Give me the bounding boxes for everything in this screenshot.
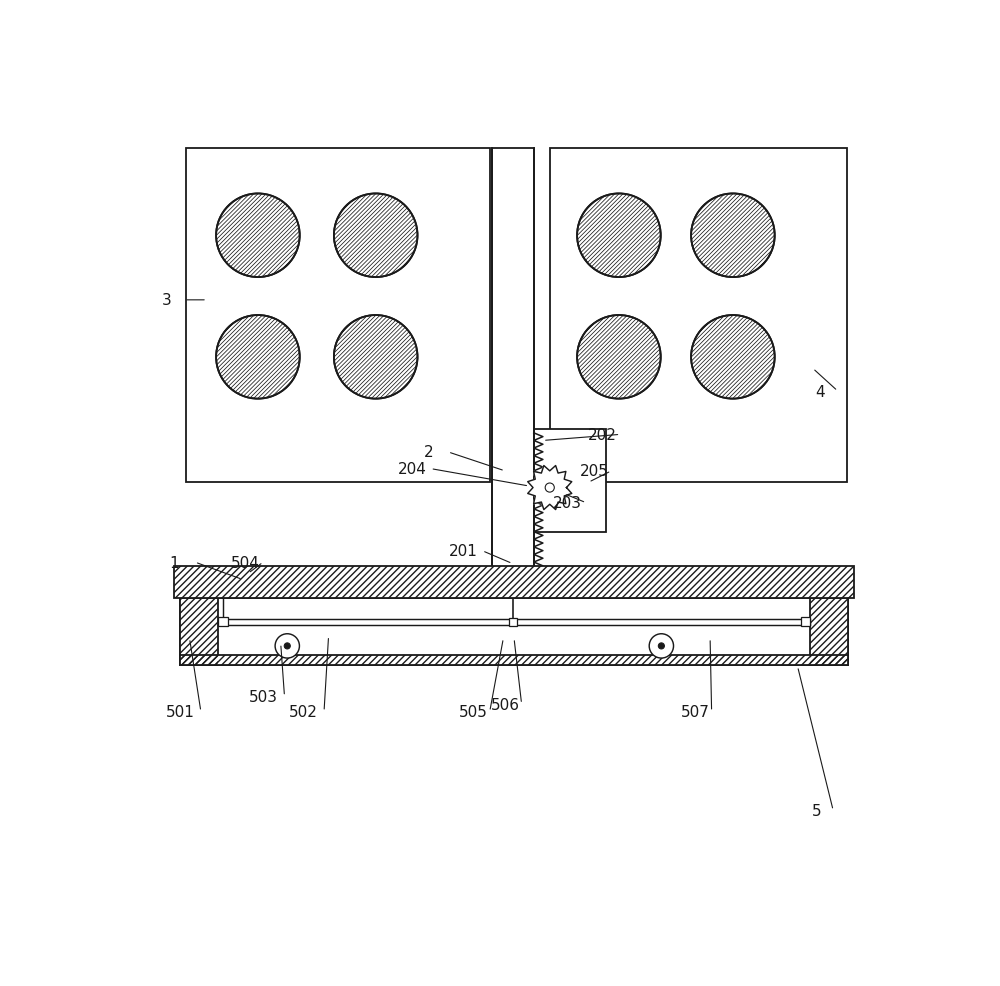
Text: 502: 502 xyxy=(289,705,318,720)
Text: 201: 201 xyxy=(449,543,478,558)
Circle shape xyxy=(275,634,299,659)
Circle shape xyxy=(691,316,775,399)
Bar xyxy=(218,617,228,627)
Bar xyxy=(492,149,534,578)
Polygon shape xyxy=(528,466,572,510)
Circle shape xyxy=(577,194,661,278)
Text: 506: 506 xyxy=(490,697,519,712)
Text: 3: 3 xyxy=(162,293,172,308)
Circle shape xyxy=(284,643,290,650)
Bar xyxy=(534,430,606,532)
Text: 202: 202 xyxy=(588,427,617,443)
Text: 505: 505 xyxy=(459,705,487,720)
Circle shape xyxy=(658,643,664,650)
Bar xyxy=(180,655,848,665)
Bar xyxy=(180,599,218,665)
Bar xyxy=(810,599,848,665)
Circle shape xyxy=(545,483,554,493)
Text: 1: 1 xyxy=(169,555,179,570)
Bar xyxy=(218,619,810,625)
Text: 5: 5 xyxy=(812,804,821,818)
Circle shape xyxy=(334,316,418,399)
Text: 501: 501 xyxy=(166,705,195,720)
Bar xyxy=(174,566,854,599)
Bar xyxy=(801,617,810,627)
Bar xyxy=(186,149,490,483)
Bar xyxy=(810,599,848,665)
Circle shape xyxy=(691,194,775,278)
Circle shape xyxy=(216,194,300,278)
Text: 203: 203 xyxy=(553,496,582,511)
Bar xyxy=(180,655,848,665)
Text: 507: 507 xyxy=(680,705,709,720)
Bar xyxy=(174,566,854,599)
Text: 2: 2 xyxy=(424,445,434,459)
Text: 4: 4 xyxy=(815,385,825,399)
Circle shape xyxy=(334,194,418,278)
Circle shape xyxy=(649,634,674,659)
Bar xyxy=(180,599,218,665)
Text: 504: 504 xyxy=(231,555,259,570)
Bar xyxy=(180,599,848,665)
Text: 503: 503 xyxy=(249,689,278,704)
Text: 204: 204 xyxy=(398,461,427,476)
Circle shape xyxy=(577,316,661,399)
Bar xyxy=(509,618,517,626)
Circle shape xyxy=(216,316,300,399)
Text: 205: 205 xyxy=(579,463,608,479)
Bar xyxy=(550,149,847,483)
